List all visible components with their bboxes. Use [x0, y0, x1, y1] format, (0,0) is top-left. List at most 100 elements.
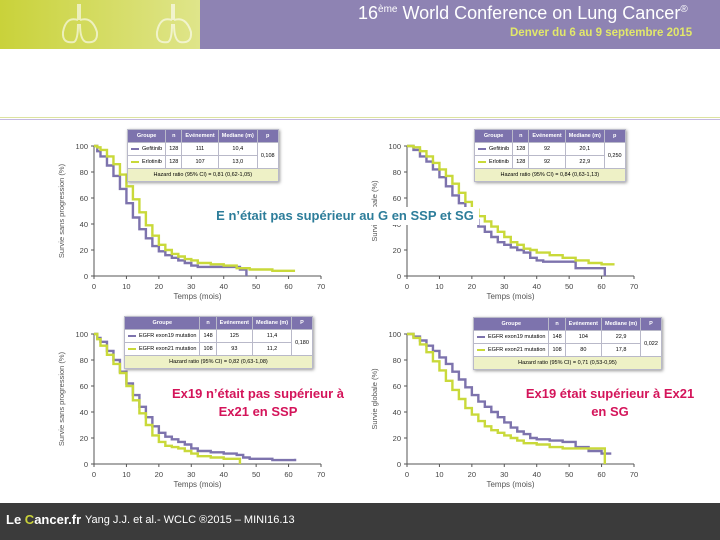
y-tick-label: 20	[393, 434, 401, 443]
x-tick-label: 40	[220, 470, 228, 479]
x-tick-label: 40	[533, 470, 541, 479]
n-cell: 148	[548, 330, 566, 344]
table-header: Groupe	[472, 317, 550, 331]
y-tick-label: 100	[75, 142, 88, 151]
x-tick-label: 50	[252, 470, 260, 479]
y-axis-label: Survie sans progression (%)	[57, 351, 66, 446]
x-tick-label: 0	[92, 470, 96, 479]
x-axis-label: Temps (mois)	[486, 480, 534, 489]
header-banner: 16ème World Conference on Lung Cancer® D…	[0, 0, 720, 49]
median-cell: 20,1	[564, 142, 605, 156]
n-cell: 108	[548, 343, 566, 357]
x-tick-label: 60	[597, 282, 605, 291]
x-tick-label: 50	[565, 282, 573, 291]
series-line	[407, 144, 615, 266]
table-row: EGFR exon21 mutation 108 93 11,2	[123, 342, 313, 356]
x-tick-label: 0	[92, 282, 96, 291]
median-cell: 22,9	[601, 330, 642, 344]
table-header: n	[512, 129, 530, 143]
x-tick-label: 40	[220, 282, 228, 291]
x-tick-label: 30	[500, 470, 508, 479]
x-tick-label: 50	[252, 282, 260, 291]
x-tick-label: 60	[284, 282, 292, 291]
p-value-cell: 0,180	[291, 329, 313, 356]
x-tick-label: 70	[317, 470, 325, 479]
y-tick-label: 20	[80, 246, 88, 255]
footer: Le Cancer.fr Yang J.J. et al.- WCLC ®201…	[0, 503, 720, 540]
events-cell: 104	[564, 330, 603, 344]
table-row: Gefitinib 128 111 10,4 0,108	[126, 142, 279, 169]
group-cell: EGFR exon21 mutation	[472, 343, 550, 357]
y-tick-label: 60	[393, 194, 401, 203]
x-axis-label: Temps (mois)	[173, 292, 221, 301]
y-axis-label: Survie sans progression (%)	[57, 163, 66, 258]
divider	[0, 119, 720, 120]
group-cell: Erlotinib	[126, 155, 167, 169]
y-tick-label: 100	[388, 330, 401, 339]
x-tick-label: 0	[405, 282, 409, 291]
table-header: Groupe	[473, 129, 514, 143]
y-tick-label: 80	[393, 356, 401, 365]
y-tick-label: 100	[75, 330, 88, 339]
lung-icon	[61, 4, 99, 44]
median-cell: 10,4	[217, 142, 258, 156]
y-tick-label: 40	[80, 220, 88, 229]
series-line	[407, 332, 607, 464]
y-tick-label: 0	[84, 272, 88, 281]
x-tick-label: 70	[317, 282, 325, 291]
lung-icon	[155, 4, 193, 44]
x-tick-label: 10	[122, 470, 130, 479]
x-tick-label: 30	[187, 470, 195, 479]
legend-swatch	[131, 147, 139, 150]
y-axis-label: Survie globale (%)	[370, 368, 379, 430]
site-logo: Le Cancer.fr	[6, 512, 82, 527]
hazard-ratio-cell: Hazard ratio (95% CI) = 0,71 (0,53-0,95)	[473, 356, 662, 370]
x-tick-label: 0	[405, 470, 409, 479]
y-tick-label: 80	[80, 356, 88, 365]
y-tick-label: 40	[80, 408, 88, 417]
y-tick-label: 80	[80, 168, 88, 177]
n-cell: 148	[199, 329, 217, 343]
banner-title-area	[200, 0, 720, 49]
p-value-cell: 0,022	[640, 330, 662, 357]
n-cell: 128	[165, 155, 183, 169]
events-cell: 111	[181, 142, 219, 156]
note-e-vs-g: E n’était pas supérieur au G en SSP et S…	[211, 207, 479, 225]
table-header: Mediane (m)	[252, 316, 293, 330]
x-tick-label: 10	[435, 470, 443, 479]
results-table-gefitinib-erlotinib-ssp: Groupe n Evénement Mediane (m) p Gefitinib 128…	[126, 129, 279, 182]
x-tick-label: 70	[630, 470, 638, 479]
conference-title: 16ème World Conference on Lung Cancer®	[358, 3, 688, 23]
median-cell: 11,2	[252, 342, 293, 356]
x-tick-label: 40	[533, 282, 541, 291]
table-header: Mediane (m)	[217, 129, 258, 143]
legend-swatch	[478, 147, 486, 150]
table-header: Evénement	[564, 317, 603, 331]
x-tick-label: 70	[630, 282, 638, 291]
x-tick-label: 20	[155, 470, 163, 479]
y-tick-label: 0	[397, 272, 401, 281]
y-tick-label: 60	[393, 382, 401, 391]
group-cell: EGFR exon19 mutation	[472, 330, 550, 344]
footer-reference: Yang J.J. et al.- WCLC ®2015 – MINI16.13	[85, 514, 295, 526]
events-cell: 93	[215, 342, 254, 356]
results-table-gefitinib-erlotinib-sg: Groupe n Evénement Mediane (m) p Gefitinib 128…	[473, 129, 626, 182]
banner-lungs-area	[0, 0, 200, 49]
table-header: Mediane (m)	[564, 129, 605, 143]
table-header: n	[165, 129, 183, 143]
events-cell: 80	[564, 343, 603, 357]
events-cell: 107	[181, 155, 219, 169]
legend-swatch	[128, 347, 136, 350]
hazard-ratio-cell: Hazard ratio (95% CI) = 0,82 (0,63-1,08)	[124, 355, 313, 369]
divider	[0, 117, 720, 118]
note-ex19-ssp: Ex19 n’était pas supérieur à Ex21 en SSP	[158, 385, 358, 421]
y-tick-label: 40	[393, 408, 401, 417]
median-cell: 13,0	[217, 155, 258, 169]
median-cell: 22,9	[564, 155, 605, 169]
x-tick-label: 60	[597, 470, 605, 479]
x-tick-label: 20	[155, 282, 163, 291]
group-cell: EGFR exon19 mutation	[123, 329, 201, 343]
y-tick-label: 60	[80, 382, 88, 391]
table-row: EGFR exon19 mutation 148 104 22,9 0,022	[472, 330, 662, 357]
group-cell: Gefitinib	[473, 142, 514, 156]
